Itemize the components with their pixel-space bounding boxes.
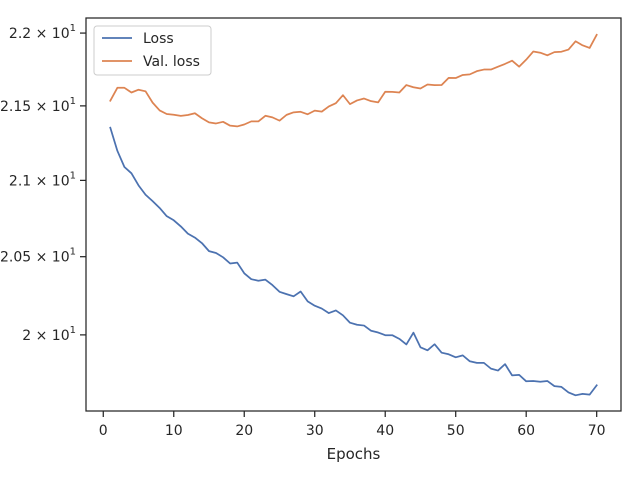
y-tick-times: × 10 <box>31 328 69 344</box>
y-tick-exponent: 1 <box>70 170 76 181</box>
y-tick-label: 2.2 × 101 <box>9 23 76 42</box>
x-tick-label: 70 <box>588 423 606 439</box>
y-tick-exponent: 1 <box>70 247 76 258</box>
y-tick-exponent: 1 <box>70 325 76 336</box>
series-line-val-loss <box>109 33 598 128</box>
y-tick-mantissa: 2.1 <box>9 173 31 189</box>
y-tick-times: × 10 <box>31 250 69 266</box>
plot-frame <box>85 17 622 412</box>
legend-label-loss: Loss <box>143 31 174 47</box>
y-tick-label: 2.15 × 101 <box>0 96 76 115</box>
x-tick-label: 20 <box>235 423 253 439</box>
y-tick-times: × 10 <box>31 26 69 42</box>
legend: Loss Val. loss <box>93 25 212 76</box>
x-tick-label: 10 <box>165 423 183 439</box>
y-tick-mantissa: 2.2 <box>9 26 31 42</box>
x-tick-label: 30 <box>306 423 324 439</box>
x-axis: 0 10 20 30 40 50 60 70 <box>99 411 606 439</box>
y-tick-mantissa: 2.05 <box>0 250 31 266</box>
y-tick-label: 2.1 × 101 <box>9 170 76 189</box>
x-tick-label: 60 <box>517 423 535 439</box>
y-tick-times: × 10 <box>31 173 69 189</box>
y-tick-label: 2.05 × 101 <box>0 247 76 266</box>
x-tick-label: 50 <box>447 423 465 439</box>
y-tick-exponent: 1 <box>70 23 76 34</box>
y-tick-exponent: 1 <box>70 96 76 107</box>
x-axis-label: Epochs <box>327 445 381 463</box>
series-layer <box>109 33 598 397</box>
x-tick-label: 0 <box>99 423 108 439</box>
x-tick-label: 40 <box>376 423 394 439</box>
y-tick-mantissa: 2 <box>22 328 31 344</box>
y-tick-times: × 10 <box>31 99 69 115</box>
series-line-loss <box>109 126 598 397</box>
legend-label-val-loss: Val. loss <box>143 54 200 70</box>
y-tick-mantissa: 2.15 <box>0 99 31 115</box>
y-tick-label: 2 × 101 <box>22 325 76 344</box>
